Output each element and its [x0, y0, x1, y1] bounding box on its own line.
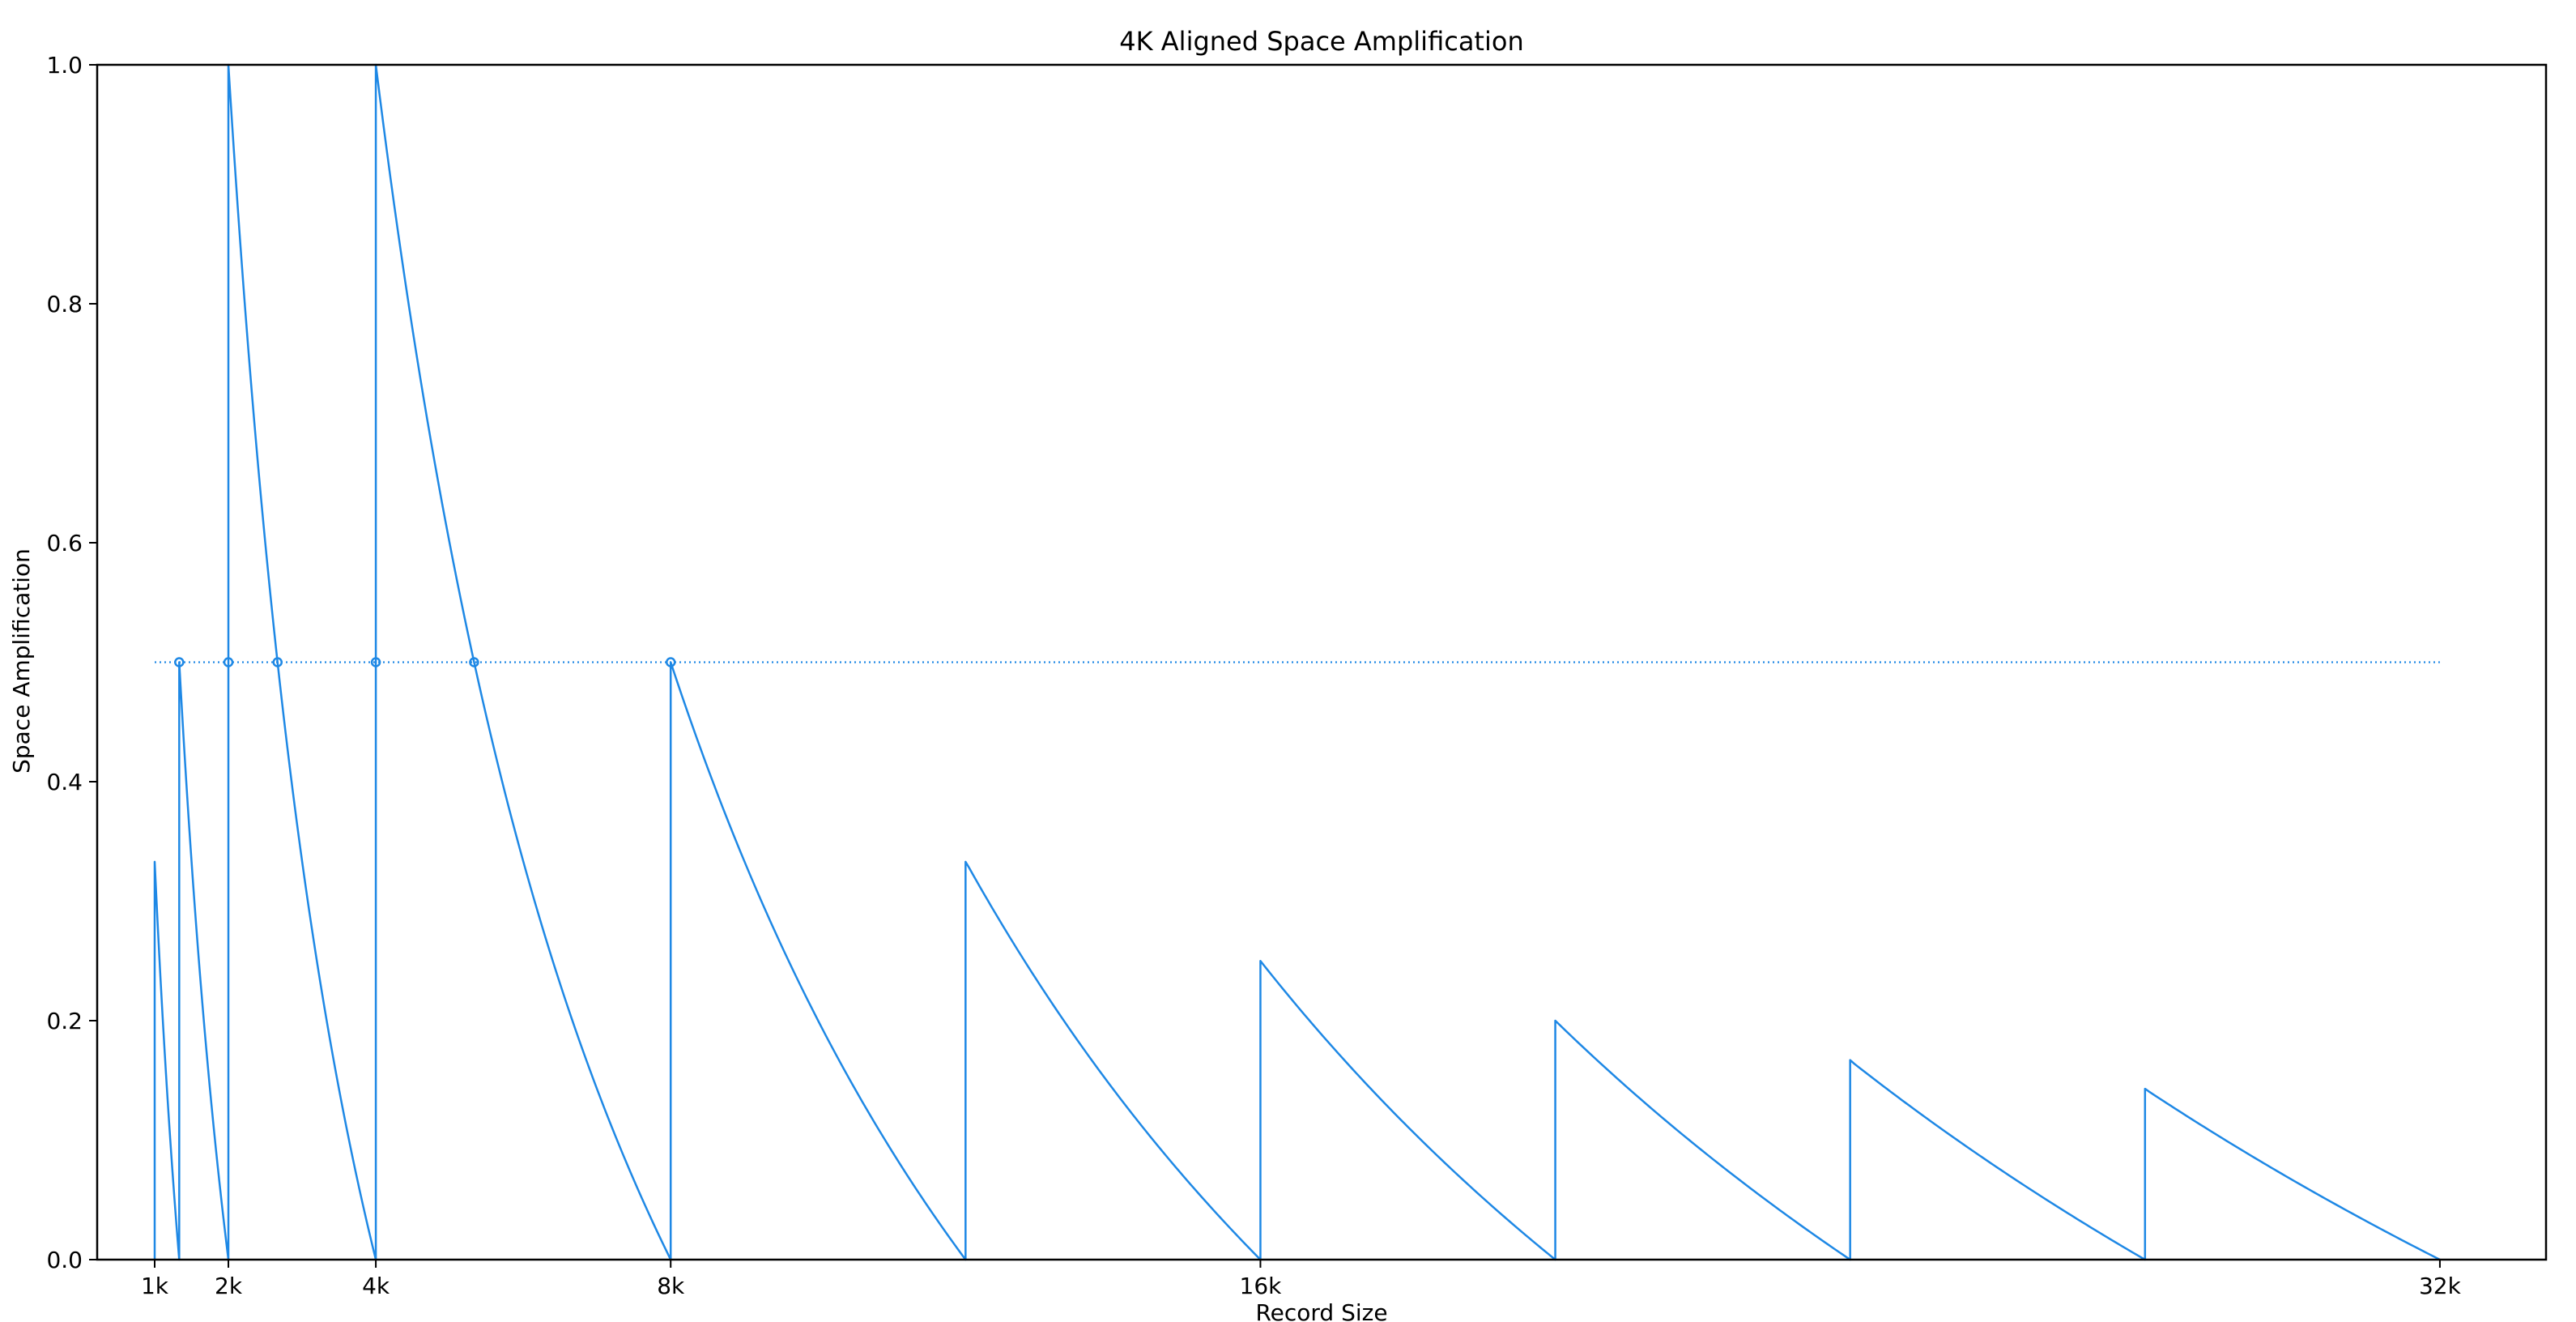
y-tick-label: 0.8: [46, 291, 83, 318]
y-axis-label: Space Amplification: [8, 548, 35, 774]
plot-frame: [96, 63, 2548, 1261]
data-point-marker: [665, 657, 676, 667]
y-tick-label: 1.0: [46, 52, 83, 79]
x-axis-label: Record Size: [1255, 1299, 1387, 1322]
plot-area: [153, 63, 2441, 1261]
data-point-marker: [370, 657, 381, 667]
x-tick-label: 8k: [657, 1273, 685, 1299]
y-tick-label: 0.0: [46, 1247, 83, 1273]
y-tick-label: 0.2: [46, 1008, 83, 1034]
x-tick-label: 16k: [1240, 1273, 1283, 1299]
y-tick-label: 0.4: [46, 769, 83, 795]
x-tick-label: 1k: [141, 1273, 169, 1299]
x-tick-label: 2k: [215, 1273, 243, 1299]
data-point-marker: [223, 657, 234, 667]
x-tick-label: 4k: [362, 1273, 390, 1299]
data-point-marker: [174, 657, 185, 667]
axis-ticks: 1k 2k 4k 8k 16k 32k 0.0 0.2 0.4 0.6 0.8 1.0: [46, 52, 2461, 1299]
data-point-marker: [469, 657, 479, 667]
data-point-marker: [272, 657, 283, 667]
x-tick-label: 32k: [2419, 1273, 2462, 1299]
y-tick-label: 0.6: [46, 530, 83, 557]
chart-title: 4K Aligned Space Amplification: [1119, 26, 1523, 57]
